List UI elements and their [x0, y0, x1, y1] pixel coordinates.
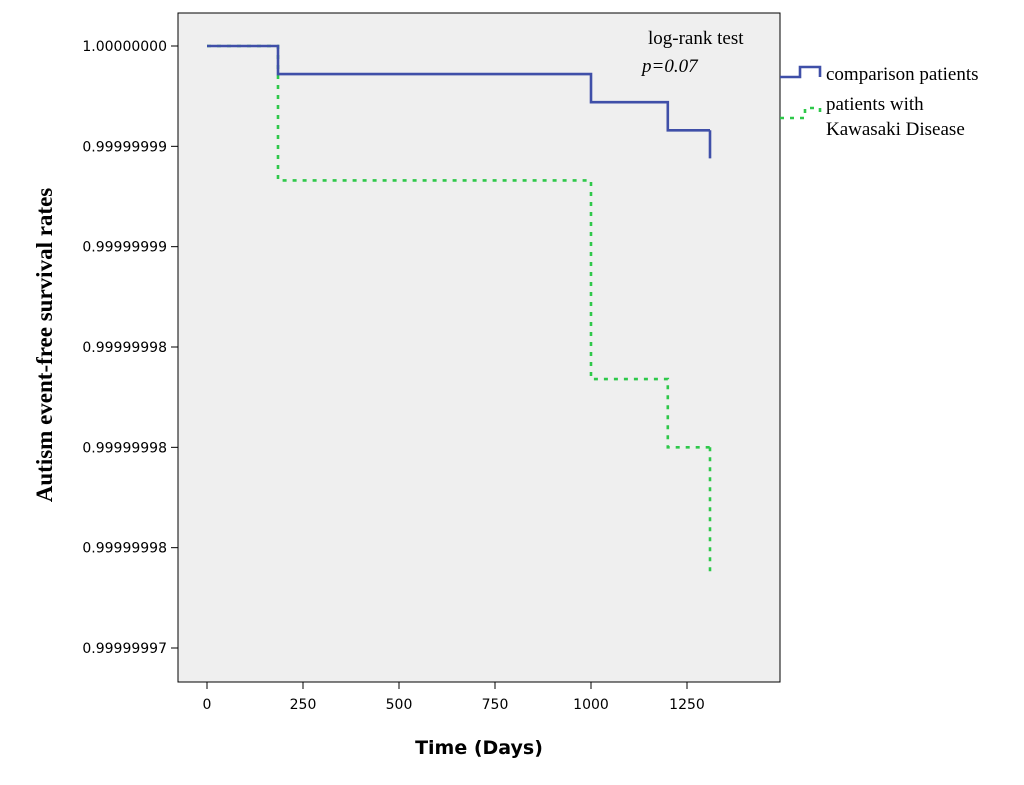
legend-label-kawasaki-line2: Kawasaki Disease — [826, 119, 965, 140]
x-tick-label: 1000 — [573, 697, 609, 713]
y-tick-label: 0.99999998 — [82, 541, 167, 557]
legend-label-kawasaki-line1: patients with — [826, 94, 924, 115]
y-axis: 1.00000000 0.99999999 0.99999999 0.99999998… — [82, 39, 178, 657]
plot-area — [177, 12, 781, 683]
series-layer — [207, 44, 712, 574]
x-tick-label: 250 — [290, 697, 317, 713]
y-tick-label: 0.99999998 — [82, 340, 167, 356]
series-line-comparison-patients — [207, 44, 712, 159]
legend-swatch-kawasaki — [780, 106, 822, 120]
x-tick-label: 500 — [386, 697, 413, 713]
x-tick-label: 1250 — [669, 697, 705, 713]
y-tick-label: 0.99999999 — [82, 139, 167, 155]
y-tick-label: 0.99999997 — [82, 641, 167, 657]
legend: comparison patients patients with Kawasaki… — [780, 64, 979, 140]
x-axis-title: Time (Days) — [415, 737, 543, 759]
y-axis-title: Autism event-free survival rates — [32, 188, 57, 503]
y-tick-label: 0.99999999 — [82, 240, 167, 256]
y-tick-label: 0.99999998 — [82, 440, 167, 456]
annotation-p-value: p=0.07 — [640, 56, 699, 77]
x-tick-label: 750 — [482, 697, 509, 713]
legend-label-comparison-patients: comparison patients — [826, 64, 979, 85]
legend-swatch-comparison-patients — [780, 65, 822, 79]
annotation-log-rank: log-rank test — [648, 28, 744, 49]
x-tick-label: 0 — [203, 697, 212, 713]
y-tick-label: 1.00000000 — [82, 39, 167, 55]
x-axis: 0 250 500 750 1000 1250 — [203, 682, 705, 713]
